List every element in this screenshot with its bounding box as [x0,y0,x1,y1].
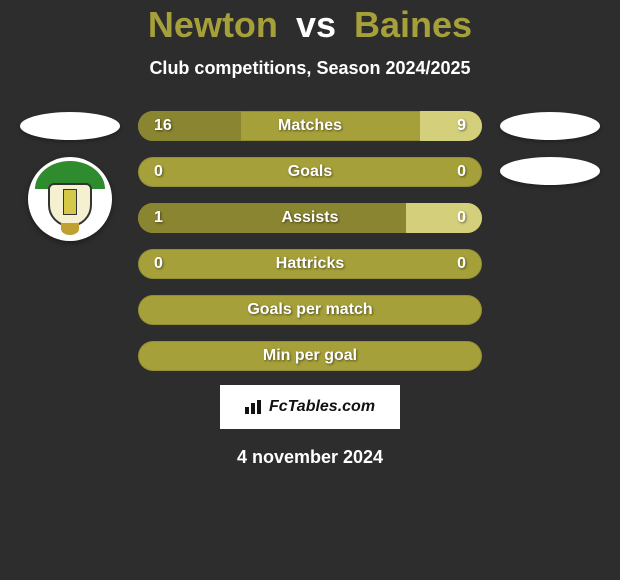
watermark[interactable]: FcTables.com [220,385,400,429]
bar-fill-left [138,203,406,233]
pill-icon [500,157,600,185]
stats-column: 0 Goals 0 1 Assists 0 0 Hattricks 0 Goal… [130,157,490,371]
player1-club-badge [10,157,130,241]
date-label: 4 november 2024 [0,447,620,468]
player2-name: Baines [354,4,472,45]
pill-icon [500,112,600,140]
page-title: Newton vs Baines [0,4,620,46]
stat-bar-matches: 16 Matches 9 [130,111,490,141]
stat-label: Min per goal [263,347,357,365]
player2-pill [490,112,610,140]
bars-icon [245,400,263,414]
comparison-widget: Newton vs Baines Club competitions, Seas… [0,0,620,468]
stat-label: Assists [282,209,339,227]
bar-hattricks: 0 Hattricks 0 [138,249,482,279]
stat-right-value: 0 [457,163,466,181]
stat-label: Goals [288,163,332,181]
stat-right-value: 9 [457,117,466,135]
player1-pill [10,112,130,140]
stat-right-value: 0 [457,255,466,273]
row-matches: 16 Matches 9 [0,111,620,141]
club-crest-icon [28,157,112,241]
bar-fill-right [420,111,482,141]
main-stats-block: 0 Goals 0 1 Assists 0 0 Hattricks 0 Goal… [0,157,620,371]
player2-club-pill [490,157,610,185]
bar-goals: 0 Goals 0 [138,157,482,187]
bar-matches: 16 Matches 9 [138,111,482,141]
player1-name: Newton [148,4,278,45]
stat-left-value: 0 [154,255,163,273]
bar-mpg: Min per goal [138,341,482,371]
pill-icon [20,112,120,140]
bar-gpm: Goals per match [138,295,482,325]
stat-left-value: 0 [154,163,163,181]
vs-label: vs [296,4,336,45]
subtitle: Club competitions, Season 2024/2025 [0,58,620,79]
stat-label: Matches [278,117,342,135]
stat-label: Hattricks [276,255,344,273]
stat-left-value: 1 [154,209,163,227]
stat-label: Goals per match [247,301,372,319]
stat-left-value: 16 [154,117,172,135]
watermark-label: FcTables.com [269,398,375,416]
stat-right-value: 0 [457,209,466,227]
bar-assists: 1 Assists 0 [138,203,482,233]
bar-fill-right [406,203,482,233]
